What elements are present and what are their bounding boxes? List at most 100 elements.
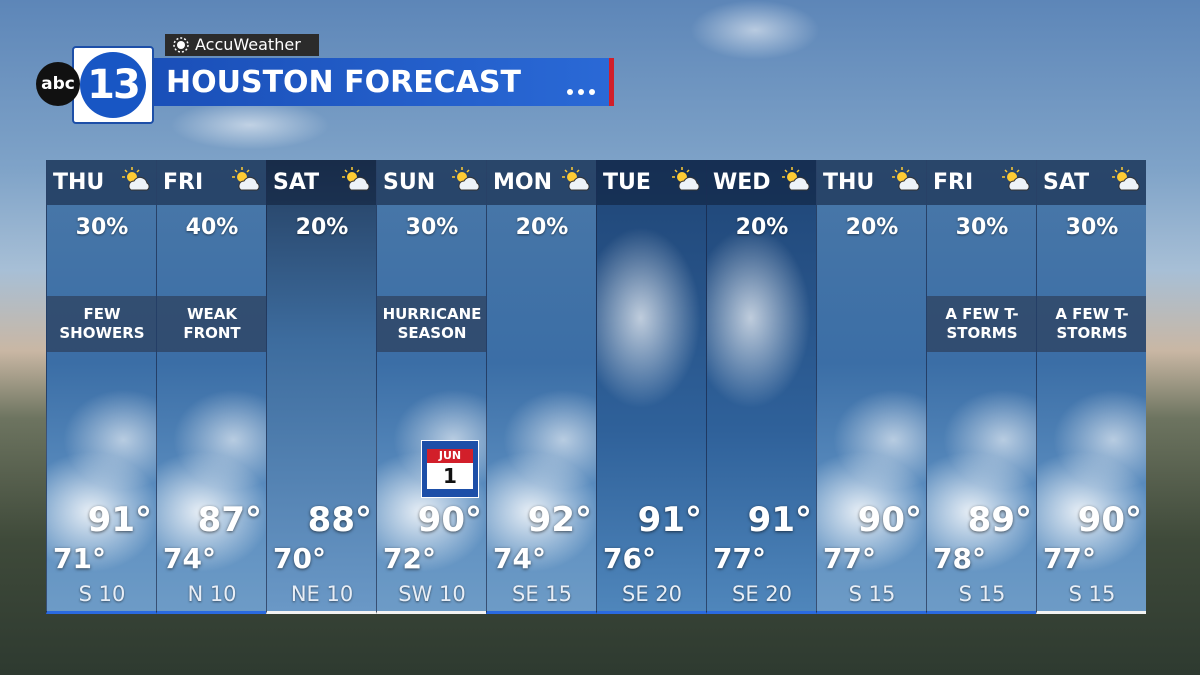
wind: S 15: [958, 582, 1006, 606]
day-column: MON 20% 92° 74° SE 15: [486, 160, 596, 614]
title: HOUSTON FORECAST: [166, 65, 521, 100]
weather-icon: [672, 167, 700, 191]
icon-wrap: [999, 166, 1033, 200]
low-temp: 77°: [713, 542, 766, 575]
day-column: TUE 91° 76° SE 20: [596, 160, 706, 614]
icon-wrap: [779, 166, 813, 200]
high-temp: 88°: [307, 500, 372, 540]
precip-chance: 30%: [1065, 215, 1119, 240]
day-name: FRI: [933, 170, 974, 195]
high-temp: 90°: [857, 500, 922, 540]
day-header: TUE: [597, 160, 706, 205]
weather-icon: [232, 167, 260, 191]
low-temp: 77°: [823, 542, 876, 575]
day-column: FRI 40% WEAK FRONT 87° 74° N 10: [156, 160, 266, 614]
day-name: WED: [713, 170, 771, 195]
day-name: THU: [53, 170, 105, 195]
wind: SE 20: [732, 582, 792, 606]
icon-wrap: [669, 166, 703, 200]
wind: S 15: [1068, 582, 1116, 606]
precip-chance: 20%: [735, 215, 789, 240]
day-header: THU: [47, 160, 156, 205]
low-temp: 71°: [53, 542, 106, 575]
day-header: SAT: [1037, 160, 1146, 205]
day-name: MON: [493, 170, 553, 195]
day-header: WED: [707, 160, 816, 205]
title-bar: HOUSTON FORECAST: [150, 58, 614, 106]
note: FEW SHOWERS: [47, 296, 156, 352]
day-column: FRI 30% A FEW T-STORMS 89° 78° S 15: [926, 160, 1036, 614]
day-name: SUN: [383, 170, 436, 195]
high-temp: 92°: [527, 500, 592, 540]
wind: SE 15: [512, 582, 572, 606]
high-temp: 89°: [967, 500, 1032, 540]
icon-wrap: [889, 166, 923, 200]
icon-wrap: [339, 166, 373, 200]
precip-chance: 30%: [75, 215, 129, 240]
day-header: THU: [817, 160, 926, 205]
sponsor-name: AccuWeather: [195, 35, 301, 54]
day-name: FRI: [163, 170, 204, 195]
day-header: SAT: [267, 160, 376, 205]
day-header: FRI: [157, 160, 266, 205]
high-temp: 91°: [747, 500, 812, 540]
day-column: THU 30% FEW SHOWERS 91° 71° S 10: [46, 160, 156, 614]
high-temp: 91°: [637, 500, 702, 540]
weather-icon: [892, 167, 920, 191]
low-temp: 77°: [1043, 542, 1096, 575]
day-header: FRI: [927, 160, 1036, 205]
note: A FEW T-STORMS: [1037, 296, 1146, 352]
precip-chance: 30%: [955, 215, 1009, 240]
high-temp: 90°: [1077, 500, 1142, 540]
high-temp: 91°: [87, 500, 152, 540]
menu-dots: [562, 80, 595, 99]
weather-icon: [342, 167, 370, 191]
low-temp: 74°: [493, 542, 546, 575]
low-temp: 70°: [273, 542, 326, 575]
day-column: THU 20% 90° 77° S 15: [816, 160, 926, 614]
low-temp: 72°: [383, 542, 436, 575]
weather-icon: [1112, 167, 1140, 191]
icon-wrap: [449, 166, 483, 200]
day-name: TUE: [603, 170, 651, 195]
day-header: MON: [487, 160, 596, 205]
day-column: WED 20% 91° 77° SE 20: [706, 160, 816, 614]
calendar-month: JUN: [427, 449, 473, 463]
note: A FEW T-STORMS: [927, 296, 1036, 352]
sponsor-tag: AccuWeather: [165, 34, 319, 56]
high-temp: 90°: [417, 500, 482, 540]
icon-wrap: [559, 166, 593, 200]
note: HURRICANE SEASON: [377, 296, 486, 352]
network-logo: abc: [36, 62, 80, 106]
sky-cloud: [170, 100, 330, 150]
high-temp: 87°: [197, 500, 262, 540]
sky-cloud: [690, 0, 820, 60]
day-column: SAT 30% A FEW T-STORMS 90° 77° S 15: [1036, 160, 1146, 614]
weather-icon: [1002, 167, 1030, 191]
calendar-icon: JUN 1: [421, 440, 479, 498]
precip-chance: 40%: [185, 215, 239, 240]
wind: S 15: [848, 582, 896, 606]
channel-number: 13: [87, 62, 141, 108]
logo-circle: [80, 52, 146, 118]
icon-wrap: [1109, 166, 1143, 200]
icon-wrap: [119, 166, 153, 200]
wind: SE 20: [622, 582, 682, 606]
precip-chance: 20%: [515, 215, 569, 240]
day-column: SAT 20% 88° 70° NE 10: [266, 160, 376, 614]
wind: NE 10: [290, 582, 354, 606]
low-temp: 74°: [163, 542, 216, 575]
weather-icon: [782, 167, 810, 191]
wind: N 10: [187, 582, 237, 606]
weather-icon: [452, 167, 480, 191]
weather-icon: [562, 167, 590, 191]
weather-icon: [122, 167, 150, 191]
precip-chance: 20%: [845, 215, 899, 240]
day-name: THU: [823, 170, 875, 195]
day-name: SAT: [273, 170, 320, 195]
calendar-date: 1: [427, 463, 473, 489]
day-header: SUN: [377, 160, 486, 205]
icon-wrap: [229, 166, 263, 200]
wind: SW 10: [398, 582, 466, 606]
precip-chance: 30%: [405, 215, 459, 240]
